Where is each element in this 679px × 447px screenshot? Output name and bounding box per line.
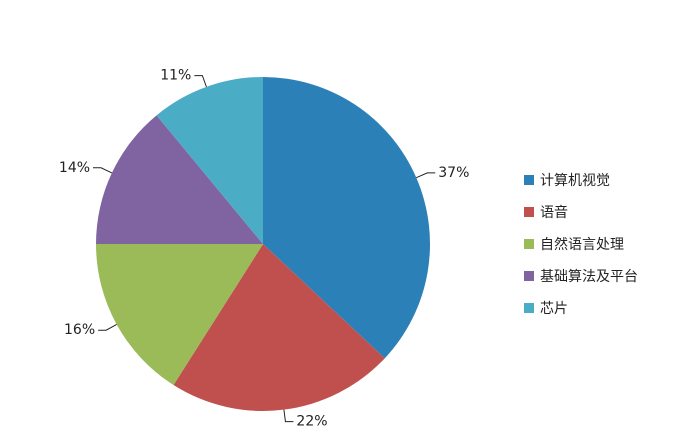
leader-line xyxy=(416,172,436,179)
leader-line xyxy=(283,409,294,423)
legend-swatch xyxy=(524,175,534,185)
pie-slice xyxy=(96,115,263,245)
leader-line xyxy=(194,75,207,88)
data-label: 37% xyxy=(438,165,469,181)
pie-slice xyxy=(156,77,263,244)
data-label: 14% xyxy=(59,160,90,176)
leader-line xyxy=(93,167,113,174)
leader-line xyxy=(98,324,117,331)
legend-label: 计算机视觉 xyxy=(540,173,610,189)
legend-swatch xyxy=(524,207,534,217)
legend-label: 基础算法及平台 xyxy=(540,268,638,285)
legend-swatch xyxy=(524,303,534,313)
legend-swatch xyxy=(524,239,534,249)
legend-label: 自然语言处理 xyxy=(540,236,624,253)
data-label: 16% xyxy=(64,322,95,338)
legend-label: 芯片 xyxy=(540,301,568,317)
data-label: 22% xyxy=(296,414,327,430)
legend-swatch xyxy=(524,271,534,281)
pie-slice xyxy=(96,244,263,386)
pie-slice xyxy=(173,244,385,411)
pie-slice xyxy=(263,77,430,359)
legend-label: 语音 xyxy=(540,204,568,221)
data-label: 11% xyxy=(160,68,191,84)
